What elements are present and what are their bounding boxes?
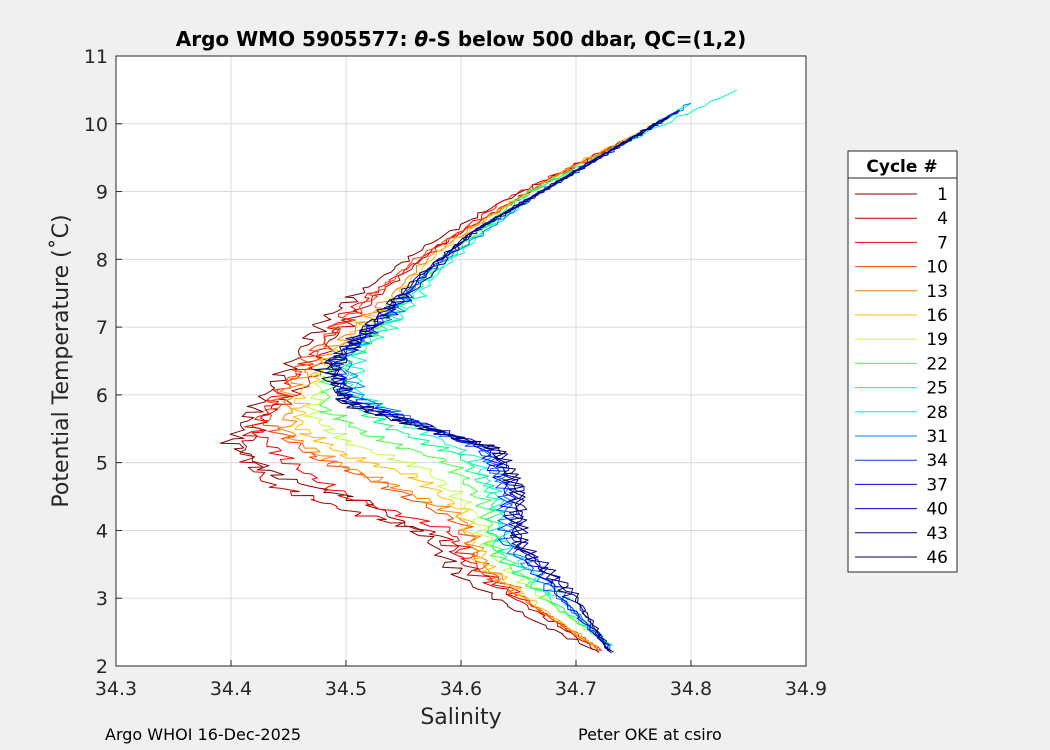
x-tick-label: 34.6 — [440, 678, 482, 700]
legend-label: 40 — [926, 500, 948, 520]
footer-left-credit: Argo WHOI 16-Dec-2025 — [105, 725, 302, 744]
y-axis-label: Potential Temperature (˚C) — [49, 214, 74, 507]
x-tick-label: 34.8 — [670, 678, 712, 700]
y-tick-label: 5 — [96, 453, 108, 475]
series-line-cycle-46 — [313, 116, 669, 654]
legend-label: 7 — [937, 233, 948, 253]
y-tick-label: 6 — [96, 385, 108, 407]
series-line-cycle-13 — [277, 130, 646, 651]
legend-label: 37 — [926, 475, 948, 495]
legend-box — [847, 150, 958, 573]
y-tick-label: 8 — [96, 249, 108, 271]
footer-right-credit: Peter OKE at csiro — [578, 725, 722, 744]
legend-label: 4 — [937, 209, 948, 229]
y-tick-label: 2 — [96, 656, 108, 678]
legend-label: 46 — [926, 548, 948, 568]
y-tick-label: 3 — [96, 588, 108, 610]
y-tick-label: 7 — [96, 317, 108, 339]
y-tick-label: 10 — [84, 114, 108, 136]
legend-label: 28 — [926, 403, 948, 423]
x-tick-label: 34.9 — [785, 678, 827, 700]
x-tick-label: 34.7 — [555, 678, 597, 700]
legend-title: Cycle # — [866, 157, 937, 177]
series-line-cycle-19 — [302, 116, 669, 646]
x-tick-label: 34.5 — [325, 678, 367, 700]
axis-ticks: 34.3 34.4 34.5 34.6 34.7 34.8 34.9 2 3 4 5 6 7 8 9 10 11 — [84, 46, 827, 700]
series-layer — [219, 89, 738, 654]
x-tick-label: 34.3 — [95, 678, 137, 700]
series-line-cycle-10 — [262, 136, 634, 650]
legend-label: 16 — [926, 306, 948, 326]
series-line-cycle-43 — [329, 116, 669, 653]
legend-label: 34 — [926, 451, 948, 471]
legend-label: 43 — [926, 524, 948, 544]
legend-label: 31 — [926, 427, 948, 447]
x-tick-label: 34.4 — [210, 678, 252, 700]
legend-entries: 1 4 7 10 13 16 19 22 25 28 31 34 37 40 43 46 — [855, 185, 948, 568]
y-tick-label: 11 — [84, 46, 108, 68]
legend-label: 1 — [937, 185, 948, 205]
y-tick-label: 4 — [96, 520, 108, 542]
legend-label: 13 — [926, 282, 948, 302]
legend: Cycle # 1 4 7 10 13 16 19 22 25 28 31 34 37 40 43 46 — [847, 150, 958, 573]
legend-label: 10 — [926, 258, 948, 278]
legend-label: 25 — [926, 379, 948, 399]
legend-label: 19 — [926, 330, 948, 350]
x-axis-label: Salinity — [420, 705, 501, 730]
series-line-cycle-16 — [289, 123, 657, 650]
chart-title: Argo WMO 5905577: θ-S below 500 dbar, QC… — [176, 27, 746, 51]
y-tick-label: 9 — [96, 182, 108, 204]
legend-label: 22 — [926, 354, 948, 374]
